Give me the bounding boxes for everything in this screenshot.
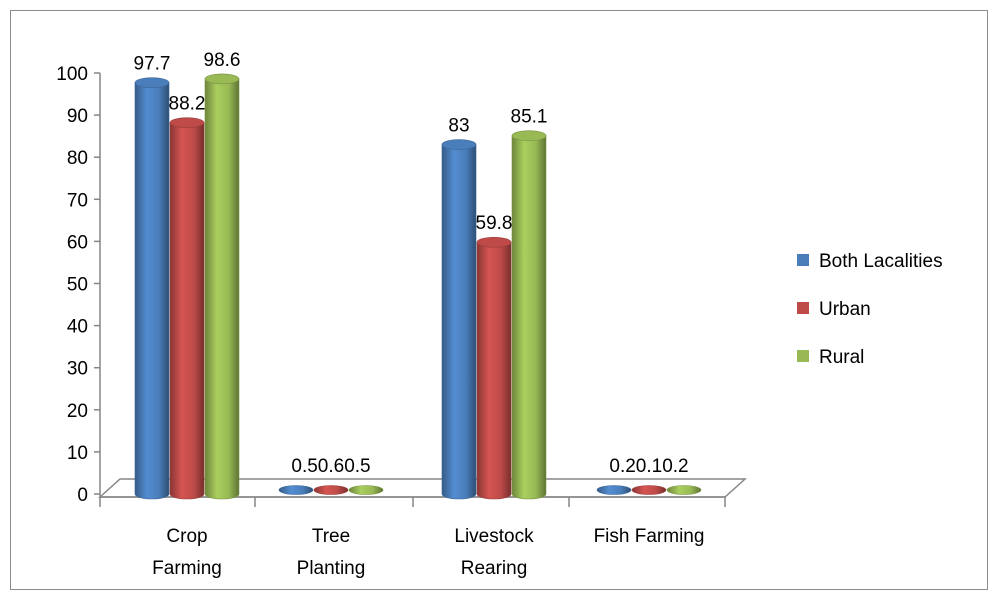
bar-both-lacalities-livestock-rearing [441,139,477,500]
bar-urban-crop-farming [169,117,205,500]
y-tick-label: 70 [67,190,88,211]
y-tick-label: 90 [67,106,88,127]
data-label-urban-livestock-rearing: 59.8 [476,213,513,234]
legend-label: Rural [819,347,864,368]
y-tick-label: 60 [67,232,88,253]
data-label-both-lacalities-livestock-rearing: 83 [448,116,469,137]
legend-label: Urban [819,299,871,320]
x-tick-label-crop-farming: Crop Farming [152,526,222,579]
y-tick-label: 50 [67,275,88,296]
y-tick-label: 80 [67,148,88,169]
bar-rural-crop-farming [204,73,240,500]
data-label-rural-crop-farming: 98.6 [204,50,241,71]
y-tick-label: 20 [67,401,88,422]
legend-item-rural: Rural [797,347,864,368]
bar-rural-fish-farming [666,485,702,495]
bar-rural-livestock-rearing [511,130,547,500]
y-tick-label: 0 [77,485,88,506]
bar-both-lacalities-crop-farming [134,77,170,500]
bar-urban-fish-farming [631,485,667,495]
legend-label: Both Lacalities [819,251,943,272]
legend-item-both-lacalities: Both Lacalities [797,251,943,272]
legend-swatch [797,254,809,266]
y-tick-label: 100 [56,64,88,85]
x-tick-label-livestock-rearing: Livestock Rearing [454,526,534,579]
chart-bars [134,73,702,500]
y-tick-label: 10 [67,443,88,464]
x-tick-label-fish-farming: Fish Farming [594,526,705,547]
chart-axes: 0 10 20 30 40 50 60 70 80 90 100 Crop Farming Tree Pla… [56,64,747,579]
x-tick-label-tree-planting: Tree Planting [297,526,366,579]
bar-both-lacalities-tree-planting [278,485,314,495]
chart-legend: Both Lacalities Urban Rural [797,251,943,368]
chart-data-labels: 97.7 88.2 98.6 0.50.60.5 83 59.8 85.1 0.20.10.2 [134,50,689,477]
legend-swatch [797,302,809,314]
data-label-rural-livestock-rearing: 85.1 [511,107,548,128]
bar-rural-tree-planting [348,485,384,495]
y-tick-label: 40 [67,317,88,338]
legend-item-urban: Urban [797,299,871,320]
data-label-urban-crop-farming: 88.2 [169,94,206,115]
bar-urban-tree-planting [313,485,349,495]
bar-both-lacalities-fish-farming [596,485,632,495]
bar-urban-livestock-rearing [476,236,512,500]
legend-swatch [797,350,809,362]
data-label-both-lacalities-crop-farming: 97.7 [134,54,171,75]
data-label-group-fish-farming: 0.20.10.2 [609,456,688,477]
data-label-group-tree-planting: 0.50.60.5 [291,456,370,477]
y-tick-label: 30 [67,359,88,380]
